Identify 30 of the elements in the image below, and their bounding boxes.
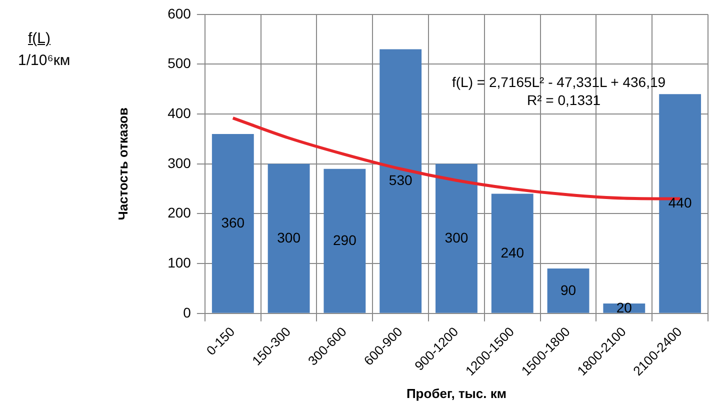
bar (659, 94, 702, 313)
annotation: R² = 0,1331 (527, 92, 601, 108)
data-label: 440 (668, 194, 692, 211)
y-tick-label: 400 (168, 104, 192, 121)
y-tick-label: 600 (168, 5, 192, 22)
data-label: 360 (221, 214, 245, 231)
y-tick-label: 300 (168, 154, 192, 171)
data-label: 530 (388, 172, 412, 188)
y-tick-label: 500 (168, 55, 192, 72)
bar (212, 134, 254, 313)
y-tick-label: 100 (168, 254, 192, 270)
data-label: 20 (616, 299, 632, 316)
text: 1/10⁶км (18, 52, 70, 69)
y-axis-title: Частость отказов (115, 108, 130, 220)
bar (380, 49, 422, 313)
text: f(L) (28, 30, 50, 47)
bar (268, 164, 310, 313)
annotation: f(L) = 2,7165L² - 47,331L + 436,19 (452, 74, 666, 90)
data-label: 300 (444, 230, 468, 246)
data-label: 90 (560, 282, 576, 298)
data-label: 290 (333, 232, 357, 248)
data-label: 300 (277, 230, 301, 246)
y-tick-label: 0 (183, 304, 192, 320)
data-label: 240 (500, 244, 524, 260)
bar (491, 194, 534, 313)
x-axis-title: Пробег, тыс. км (406, 386, 506, 401)
y-tick-label: 200 (168, 204, 192, 221)
bar (547, 268, 590, 313)
bar (324, 168, 366, 313)
bar (436, 164, 478, 313)
